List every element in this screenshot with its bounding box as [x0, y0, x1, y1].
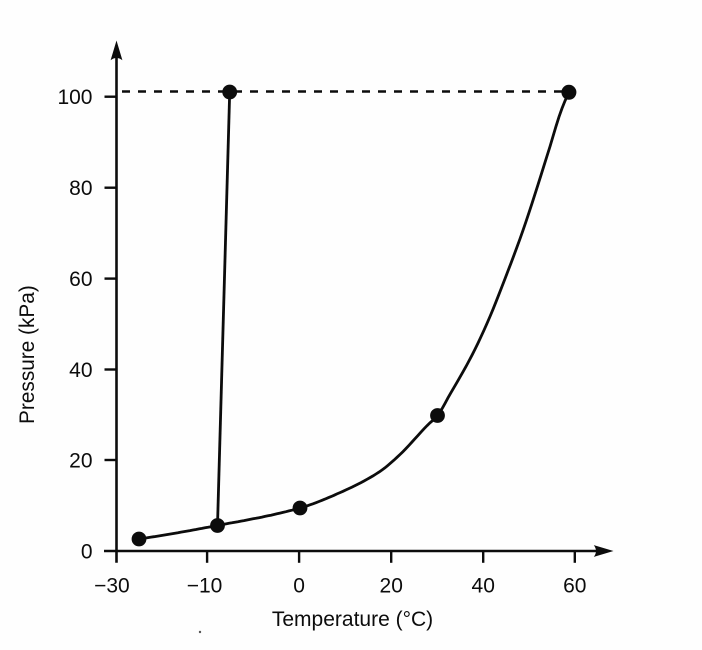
svg-text:−30: −30: [94, 574, 130, 597]
svg-text:100: 100: [57, 86, 92, 109]
svg-text:60: 60: [563, 574, 586, 597]
svg-text:0: 0: [293, 574, 305, 597]
svg-text:0: 0: [81, 541, 93, 564]
svg-text:40: 40: [69, 359, 92, 382]
svg-text:Pressure (kPa): Pressure (kPa): [16, 285, 39, 424]
svg-text:Temperature (°C): Temperature (°C): [272, 608, 433, 631]
svg-text:80: 80: [69, 177, 92, 200]
svg-text:60: 60: [69, 268, 92, 291]
svg-text:−10: −10: [187, 574, 223, 597]
svg-text:20: 20: [69, 450, 92, 473]
svg-text:20: 20: [380, 574, 403, 597]
svg-text:40: 40: [472, 574, 495, 597]
